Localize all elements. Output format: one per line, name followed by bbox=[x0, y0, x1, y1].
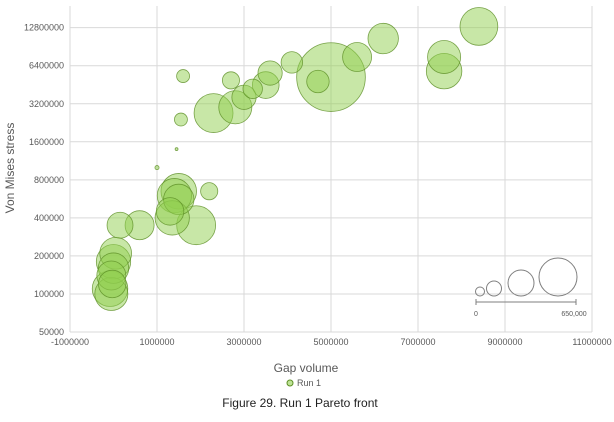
data-bubble bbox=[106, 211, 134, 239]
data-bubble bbox=[174, 112, 188, 127]
y-tick-label: 100000 bbox=[34, 289, 64, 299]
y-tick-label: 12800000 bbox=[24, 23, 64, 33]
figure-caption: Figure 29. Run 1 Pareto front bbox=[222, 396, 378, 410]
legend: Run 1 bbox=[286, 378, 321, 388]
data-bubble bbox=[257, 60, 283, 86]
y-tick-label: 50000 bbox=[39, 327, 64, 337]
size-scale-circle bbox=[486, 280, 502, 297]
size-scale-min-label: 0 bbox=[474, 311, 478, 318]
size-scale-legend: 0 650,000 bbox=[474, 257, 587, 318]
data-bubble bbox=[221, 71, 240, 90]
y-tick-label: 3200000 bbox=[29, 99, 64, 109]
data-bubble bbox=[154, 165, 160, 171]
data-bubble bbox=[242, 78, 263, 99]
x-tick-label: 11000000 bbox=[572, 337, 611, 347]
y-tick-label: 800000 bbox=[34, 175, 64, 185]
data-bubble bbox=[459, 7, 499, 46]
x-tick-label: 1000000 bbox=[139, 337, 174, 347]
y-tick-label: 200000 bbox=[34, 251, 64, 261]
y-tick-label: 1600000 bbox=[29, 137, 64, 147]
legend-marker bbox=[286, 379, 294, 387]
data-bubble bbox=[280, 51, 304, 74]
x-tick-label: 5000000 bbox=[313, 337, 348, 347]
x-tick-label: 3000000 bbox=[226, 337, 261, 347]
data-bubble bbox=[200, 182, 219, 201]
y-axis-title: Von Mises stress bbox=[3, 123, 17, 214]
x-axis-title: Gap volume bbox=[274, 361, 339, 375]
x-axis: -1000000 1000000 3000000 5000000 7000000 9000… bbox=[51, 337, 612, 347]
data-bubble bbox=[306, 69, 330, 94]
x-tick-label: 7000000 bbox=[400, 337, 435, 347]
size-scale-circle bbox=[538, 257, 578, 297]
x-tick-label: -1000000 bbox=[51, 337, 89, 347]
data-bubble bbox=[176, 69, 190, 83]
data-bubble bbox=[174, 147, 179, 151]
y-tick-label: 400000 bbox=[34, 213, 64, 223]
x-tick-label: 9000000 bbox=[487, 337, 522, 347]
data-bubble bbox=[427, 40, 462, 74]
size-scale-circle bbox=[475, 286, 485, 297]
y-axis: 50000 100000 200000 400000 800000 1600000 3200… bbox=[24, 23, 64, 337]
data-bubble bbox=[342, 42, 373, 72]
y-tick-label: 6400000 bbox=[29, 61, 64, 71]
data-bubble bbox=[155, 197, 185, 226]
bubbles-layer bbox=[91, 7, 499, 311]
data-bubble bbox=[98, 269, 127, 299]
size-scale-circle bbox=[507, 269, 535, 297]
data-bubble bbox=[367, 22, 399, 55]
legend-label-run-1: Run 1 bbox=[297, 378, 321, 388]
size-scale-max-label: 650,000 bbox=[561, 311, 586, 318]
